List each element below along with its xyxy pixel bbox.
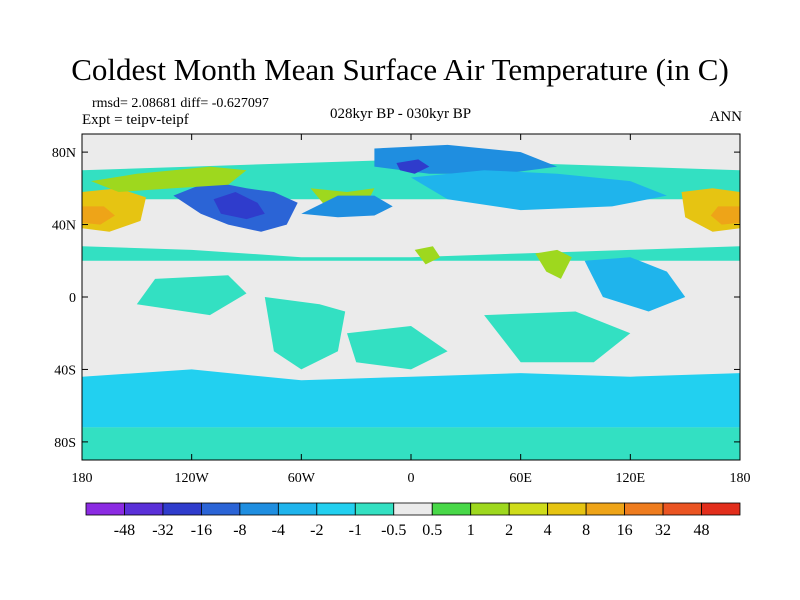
region-indian-ocean [484,311,631,363]
lon-tick-label: 180 [730,471,751,486]
colorbar-swatch [239,502,279,516]
colorbar-label: 16 [617,522,633,539]
lat-tick-label: 80S [54,436,76,451]
colorbar-swatch [316,502,356,516]
colorbar-label: -8 [233,522,246,539]
colorbar-label: 2 [505,522,513,539]
colorbar-swatch [508,502,549,516]
colorbar-swatch [85,502,125,516]
region-southern-ocean-band [82,369,740,428]
experiment-label: Expt = teipv-teipf [82,112,189,128]
lon-tick-label: 0 [408,471,415,486]
region-eurasia-cold [411,170,667,211]
region-tropical-band [82,246,740,261]
colorbar: -48 -32 -16 -8 -4 -2 -1 -0.5 0.5 1 2 4 8 16 32 48 [85,502,741,539]
region-north-america-cold-core [213,192,265,220]
colorbar-label: 4 [544,522,552,539]
lon-tick-label: 60W [288,471,316,486]
colorbar-label: -48 [114,522,135,539]
colorbar-swatch [354,502,395,516]
map-title: Coldest Month Mean Surface Air Temperatu… [71,52,729,87]
colorbar-label: -2 [310,522,323,539]
region-south-america-band [264,297,346,370]
colorbar-label: -32 [152,522,173,539]
region-north-pacific-warm-core [82,206,115,225]
colorbar-label: -16 [191,522,212,539]
lat-tick-label: 40N [52,219,76,234]
colorbar-swatch [162,502,202,516]
colorbar-label: -1 [349,522,362,539]
region-antarctica [82,427,740,460]
lat-tick-label: 80N [52,146,76,161]
lon-tick-label: 120W [175,471,210,486]
region-north-atlantic-cold [301,195,393,218]
colorbar-label: -4 [272,522,285,539]
colorbar-swatch [201,502,241,516]
region-arctic-cold-core [396,159,430,174]
colorbar-swatch [662,502,702,516]
region-southeast-asia [584,257,686,312]
colorbar-label: 32 [655,522,671,539]
colorbar-label: -0.5 [381,522,406,539]
colorbar-swatch [470,502,510,516]
lat-tick-label: 0 [69,291,76,306]
colorbar-swatch [701,502,741,516]
colorbar-label: 48 [694,522,710,539]
colorbar-swatch [277,502,318,516]
region-canada-warm [91,166,247,192]
region-africa-warm [414,246,441,265]
colorbar-swatch [393,502,433,516]
lon-tick-label: 60E [509,471,532,486]
lon-tick-label: 180 [72,471,93,486]
region-nw-pacific-warm-core [710,206,740,225]
season-label: ANN [709,109,743,125]
colorbar-label: 1 [467,522,475,539]
colorbar-swatch [124,502,164,516]
colorbar-swatch [585,502,625,516]
colorbar-label: 0.5 [422,522,442,539]
lon-tick-label: 120E [616,471,646,486]
colorbar-swatch [431,502,472,516]
stats-label: rmsd= 2.08681 diff= -0.627097 [92,96,269,111]
lat-tick-label: 40S [54,363,76,378]
temperature-regions [82,144,740,460]
period-label: 028kyr BP - 030kyr BP [330,106,472,122]
axis-ticks: 80N 40N 0 40S 80S 180 120W 60W 0 60E 120E 180 [52,134,751,486]
region-india-warm [535,249,572,279]
region-south-atlantic [347,326,448,370]
colorbar-swatch [547,502,587,516]
colorbar-swatch [624,502,664,516]
region-east-pacific [136,275,247,316]
colorbar-label: 8 [582,522,590,539]
